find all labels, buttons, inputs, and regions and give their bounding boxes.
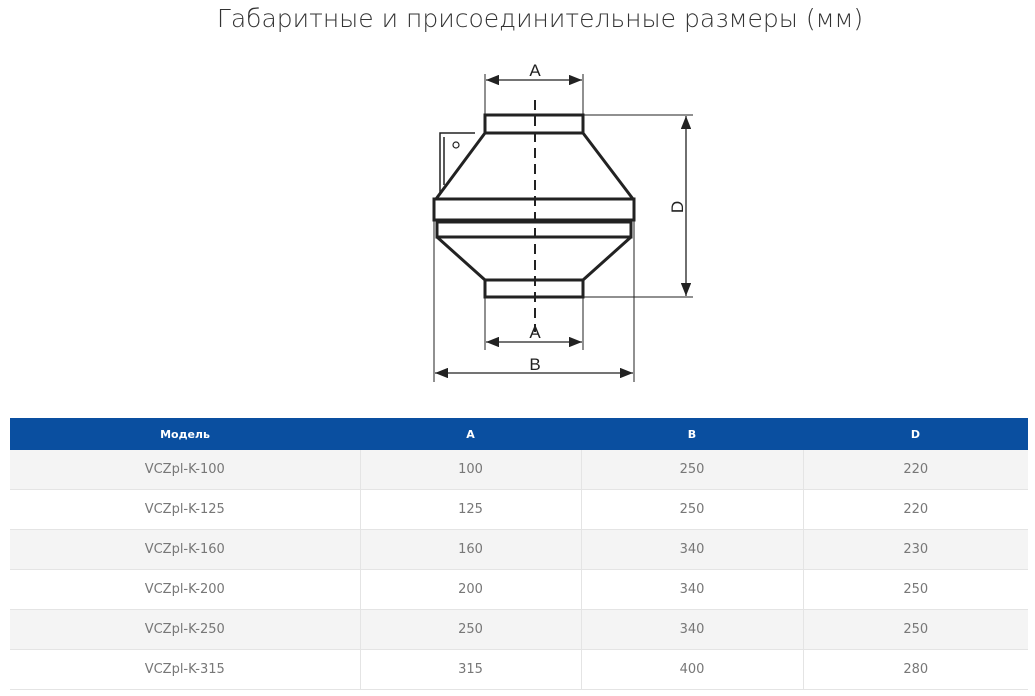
header-model: Модель — [10, 418, 360, 450]
cell-a: 200 — [360, 569, 582, 610]
cell-b: 340 — [581, 569, 804, 610]
cell-model: VCZpl-K-160 — [10, 529, 361, 570]
table-row: VCZpl-K-315 315 400 280 — [10, 649, 1028, 690]
cell-b: 340 — [581, 529, 804, 570]
cell-a: 250 — [360, 609, 582, 650]
extension-lines — [433, 74, 693, 382]
table-row: VCZpl-K-200 200 340 250 — [10, 569, 1028, 610]
table-header-row: Модель A B D — [10, 418, 1028, 450]
cell-model: VCZpl-K-315 — [10, 649, 361, 690]
cell-model: VCZpl-K-125 — [10, 489, 361, 530]
cell-a: 160 — [360, 529, 582, 570]
cell-d: 220 — [803, 489, 1028, 530]
cell-b: 250 — [581, 450, 804, 490]
label-d: D — [668, 201, 687, 213]
lower-cone — [435, 235, 633, 282]
header-d: D — [803, 418, 1028, 450]
bracket-hole — [452, 141, 460, 149]
header-a: A — [360, 418, 581, 450]
dimensions-table: Модель A B D VCZpl-K-100 100 250 220 VCZpl-K… — [10, 418, 1028, 690]
cell-d: 250 — [803, 609, 1028, 650]
cell-model: VCZpl-K-250 — [10, 609, 361, 650]
table-row: VCZpl-K-100 100 250 220 — [10, 450, 1028, 490]
fan-dimension-diagram: A A B D — [432, 61, 693, 382]
upper-cone — [434, 132, 635, 200]
cell-model: VCZpl-K-100 — [10, 450, 361, 490]
cell-a: 100 — [360, 450, 582, 490]
cell-d: 250 — [803, 569, 1028, 610]
label-a-bottom: A — [529, 323, 541, 342]
cell-b: 400 — [581, 649, 804, 690]
label-a-top: A — [529, 61, 541, 80]
label-b: B — [529, 355, 540, 374]
cell-a: 125 — [360, 489, 582, 530]
cell-d: 230 — [803, 529, 1028, 570]
cell-d: 220 — [803, 450, 1028, 490]
mount-bracket — [439, 132, 475, 195]
table-row: VCZpl-K-250 250 340 250 — [10, 609, 1028, 650]
cell-d: 280 — [803, 649, 1028, 690]
cell-model: VCZpl-K-200 — [10, 569, 361, 610]
cell-b: 250 — [581, 489, 804, 530]
cell-a: 315 — [360, 649, 582, 690]
page-title: Габаритные и присоединительные размеры (… — [216, 4, 864, 33]
header-b: B — [581, 418, 803, 450]
table-row: VCZpl-K-125 125 250 220 — [10, 489, 1028, 530]
cell-b: 340 — [581, 609, 804, 650]
table-row: VCZpl-K-160 160 340 230 — [10, 529, 1028, 570]
table-body: VCZpl-K-100 100 250 220 VCZpl-K-125 125 250 220… — [10, 450, 1028, 690]
